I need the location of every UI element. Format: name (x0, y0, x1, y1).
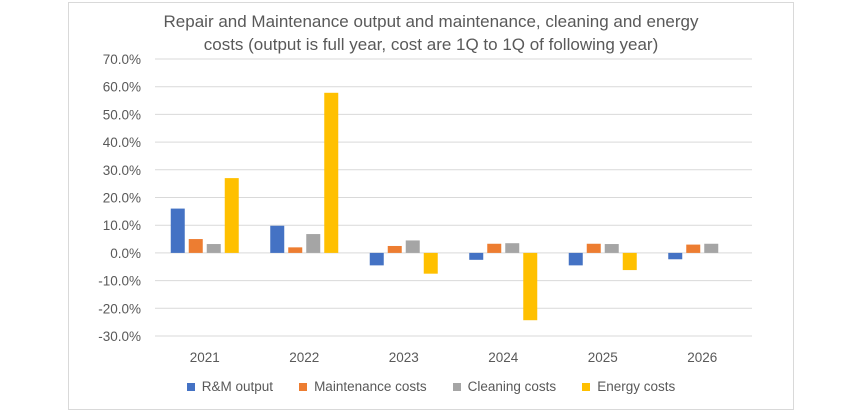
bar (224, 178, 239, 253)
bar (505, 243, 520, 253)
legend-item-rm-output: R&M output (186, 379, 274, 394)
legend-swatch-maintenance-costs (299, 382, 308, 391)
legend-item-maintenance-costs: Maintenance costs (299, 379, 427, 394)
bar (704, 243, 719, 253)
bar (686, 244, 701, 253)
legend-label-cleaning-costs: Cleaning costs (467, 379, 557, 394)
bar (523, 252, 538, 321)
y-tick-label: 10.0% (103, 218, 141, 233)
legend-swatch-rm-output (186, 382, 195, 391)
legend-swatch-cleaning-costs (452, 382, 461, 391)
y-tick-label: 30.0% (103, 163, 141, 178)
y-tick-label: 50.0% (103, 107, 141, 122)
bar (405, 240, 420, 253)
chart-title: Repair and Maintenance output and mainte… (68, 10, 794, 56)
chart-title-line-2: costs (output is full year, cost are 1Q … (203, 35, 659, 54)
x-tick-label: 2024 (488, 350, 519, 365)
y-tick-label: 0.0% (110, 246, 141, 261)
bar (369, 252, 384, 266)
chart-title-line-1: Repair and Maintenance output and mainte… (163, 12, 699, 31)
bar (586, 243, 601, 253)
bar (387, 245, 402, 253)
bar (288, 247, 303, 253)
y-tick-label: 60.0% (103, 80, 141, 95)
chart-legend: R&M output Maintenance costs Cleaning co… (68, 379, 794, 394)
bar (469, 252, 484, 260)
x-tick-label: 2022 (289, 350, 319, 365)
bar (270, 225, 285, 253)
x-tick-label: 2023 (389, 350, 419, 365)
legend-label-rm-output: R&M output (201, 379, 274, 394)
bar (668, 252, 683, 260)
bar (423, 252, 438, 274)
bar (206, 244, 221, 253)
y-tick-label: 20.0% (103, 191, 141, 206)
legend-item-energy-costs: Energy costs (582, 379, 675, 394)
x-tick-label: 2026 (687, 350, 717, 365)
legend-item-cleaning-costs: Cleaning costs (452, 379, 557, 394)
x-tick-label: 2021 (190, 350, 220, 365)
bar (306, 234, 321, 253)
bar (568, 252, 583, 266)
y-tick-label: -10.0% (98, 274, 141, 289)
x-tick-label: 2025 (588, 350, 618, 365)
bar (324, 92, 339, 253)
bar (487, 243, 502, 253)
y-tick-label: 40.0% (103, 135, 141, 150)
bar (188, 239, 203, 253)
legend-label-maintenance-costs: Maintenance costs (314, 379, 427, 394)
y-tick-label: -30.0% (98, 329, 141, 344)
legend-swatch-energy-costs (582, 382, 591, 391)
bar (170, 208, 185, 253)
legend-label-energy-costs: Energy costs (597, 379, 676, 394)
bar (604, 244, 619, 253)
chart-frame (68, 2, 794, 410)
y-tick-label: -20.0% (98, 301, 141, 316)
bar (622, 252, 637, 271)
y-tick-label: 70.0% (103, 52, 141, 67)
